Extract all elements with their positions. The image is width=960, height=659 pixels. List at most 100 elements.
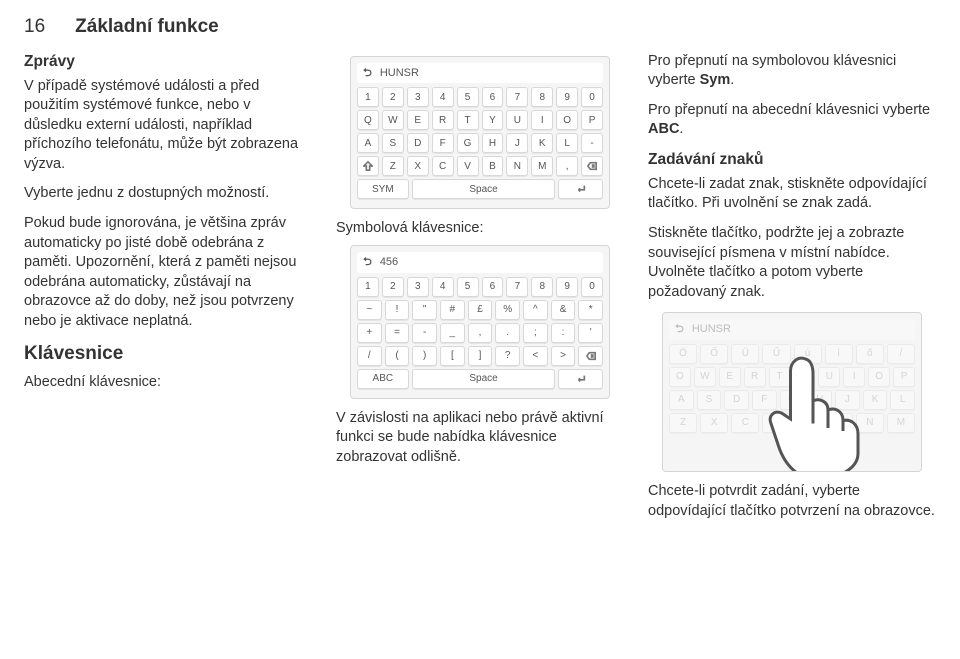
key: [ bbox=[440, 346, 465, 366]
key: £ bbox=[468, 300, 493, 320]
heading-keyboard: Klávesnice bbox=[24, 341, 312, 367]
key: I bbox=[531, 110, 553, 130]
key: H bbox=[482, 133, 504, 153]
key: 7 bbox=[506, 277, 528, 297]
key: G bbox=[457, 133, 479, 153]
key: D bbox=[407, 133, 429, 153]
key: 6 bbox=[482, 277, 504, 297]
chapter-title: Základní funkce bbox=[75, 14, 219, 40]
key: 0 bbox=[581, 277, 603, 297]
key: 7 bbox=[506, 87, 528, 107]
key-row: 1234567890 bbox=[357, 87, 603, 107]
key: ! bbox=[385, 300, 410, 320]
key-row: SYM Space bbox=[357, 179, 603, 199]
paragraph: V případě systémové události a před použ… bbox=[24, 77, 312, 175]
finger-icon bbox=[741, 341, 891, 472]
key: M bbox=[531, 156, 553, 176]
key: A bbox=[357, 133, 379, 153]
column-left: Zprávy V případě systémové události a př… bbox=[24, 52, 312, 532]
key-row: ABC Space bbox=[357, 369, 603, 389]
key: E bbox=[407, 110, 429, 130]
key: C bbox=[432, 156, 454, 176]
paragraph: Pro přepnutí na symbolovou klávesnici vy… bbox=[648, 52, 936, 91]
key: Z bbox=[382, 156, 404, 176]
key: Z bbox=[669, 413, 697, 433]
key: S bbox=[697, 390, 722, 410]
key: 8 bbox=[531, 277, 553, 297]
key: , bbox=[468, 323, 493, 343]
key: 6 bbox=[482, 87, 504, 107]
key: S bbox=[382, 133, 404, 153]
key: Q bbox=[357, 110, 379, 130]
key: X bbox=[407, 156, 429, 176]
paragraph: Pro přepnutí na abecední klávesnici vybe… bbox=[648, 101, 936, 140]
keyboard-header-label: HUNSR bbox=[692, 322, 731, 337]
key: K bbox=[531, 133, 553, 153]
key: ^ bbox=[523, 300, 548, 320]
paragraph: Chcete-li zadat znak, stiskněte odpovída… bbox=[648, 175, 936, 214]
key: ; bbox=[523, 323, 548, 343]
key: B bbox=[482, 156, 504, 176]
key: M bbox=[887, 413, 915, 433]
key-row: QWERTYUIOP bbox=[357, 110, 603, 130]
key: % bbox=[495, 300, 520, 320]
space-key: Space bbox=[412, 179, 556, 199]
key-row: ~!"#£%^&* bbox=[357, 300, 603, 320]
key: # bbox=[440, 300, 465, 320]
key: ? bbox=[495, 346, 520, 366]
key: T bbox=[457, 110, 479, 130]
key-row: /()[]?<> bbox=[357, 346, 603, 366]
back-icon: ⮌ bbox=[363, 66, 372, 81]
key: E bbox=[719, 367, 741, 387]
keyboard-header: ⮌ HUNSR bbox=[669, 319, 915, 340]
key: 9 bbox=[556, 277, 578, 297]
key: U bbox=[506, 110, 528, 130]
key: R bbox=[432, 110, 454, 130]
key: 3 bbox=[407, 277, 429, 297]
key-row: +=-_,.;:' bbox=[357, 323, 603, 343]
back-icon: ⮌ bbox=[675, 322, 684, 337]
key: Ö bbox=[669, 344, 697, 364]
key: . bbox=[495, 323, 520, 343]
label-sym-keyboard: Symbolová klávesnice: bbox=[336, 219, 624, 239]
keyboard-abc: ⮌ HUNSR 1234567890 QWERTYUIOP ASDFGHJKL-… bbox=[350, 56, 610, 210]
keyboard-header: ⮌ HUNSR bbox=[357, 63, 603, 84]
key: 2 bbox=[382, 87, 404, 107]
key-row: 1234567890 bbox=[357, 277, 603, 297]
key: 0 bbox=[581, 87, 603, 107]
backspace-key bbox=[581, 156, 603, 176]
key: 1 bbox=[357, 87, 379, 107]
key: * bbox=[578, 300, 603, 320]
key: L bbox=[556, 133, 578, 153]
abc-key: ABC bbox=[357, 369, 409, 389]
key: V bbox=[457, 156, 479, 176]
key: ) bbox=[412, 346, 437, 366]
page-number: 16 bbox=[24, 14, 45, 40]
key: " bbox=[412, 300, 437, 320]
paragraph: Vyberte jednu z dostupných možností. bbox=[24, 184, 312, 204]
key: : bbox=[551, 323, 576, 343]
sym-key: SYM bbox=[357, 179, 409, 199]
key: W bbox=[382, 110, 404, 130]
key: 2 bbox=[382, 277, 404, 297]
heading-chars: Zadávání znaků bbox=[648, 150, 936, 171]
key: & bbox=[551, 300, 576, 320]
key: 5 bbox=[457, 277, 479, 297]
column-middle: ⮌ HUNSR 1234567890 QWERTYUIOP ASDFGHJKL-… bbox=[336, 52, 624, 532]
heading-messages: Zprávy bbox=[24, 52, 312, 73]
key: 3 bbox=[407, 87, 429, 107]
key: / bbox=[887, 344, 915, 364]
key: = bbox=[385, 323, 410, 343]
key: Y bbox=[482, 110, 504, 130]
keyboard-header-label: 456 bbox=[380, 255, 398, 270]
key: - bbox=[581, 133, 603, 153]
enter-key bbox=[558, 179, 603, 199]
key: 4 bbox=[432, 87, 454, 107]
key: 4 bbox=[432, 277, 454, 297]
key-row: ZXCVBNM, bbox=[357, 156, 603, 176]
key: ' bbox=[578, 323, 603, 343]
key: A bbox=[669, 390, 694, 410]
paragraph: Pokud bude ignorována, je většina zpráv … bbox=[24, 214, 312, 331]
paragraph: Chcete-li potvrdit zadání, vyberte odpov… bbox=[648, 482, 936, 521]
key: W bbox=[694, 367, 716, 387]
